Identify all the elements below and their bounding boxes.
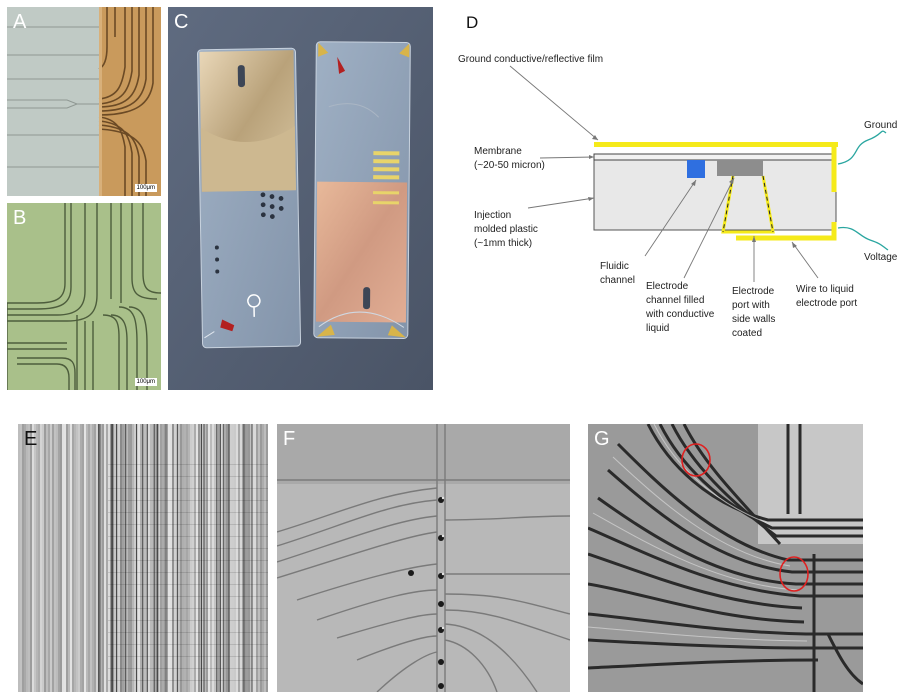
annotation-membrane-1: Membrane <box>474 146 522 157</box>
panel-a-image <box>7 7 161 196</box>
annotation-electrode-channel-2: channel filled <box>646 295 704 306</box>
annotation-electrode-port-1: Electrode <box>732 286 775 297</box>
ground-film <box>594 142 838 147</box>
annotation-injection-2: molded plastic <box>474 224 538 235</box>
panel-b-scale-bar: 100μm <box>134 378 157 386</box>
annotation-electrode-channel-4: liquid <box>646 323 669 334</box>
electrode-channel <box>717 160 763 176</box>
voltage-wire <box>837 226 889 251</box>
panel-c-image <box>168 7 433 390</box>
panel-d-schematic: D <box>440 0 899 400</box>
annotation-injection-3: (~1mm thick) <box>474 238 532 249</box>
panel-e-kymograph: E <box>18 424 268 692</box>
wire-to-port <box>736 222 837 241</box>
annotation-electrode-port-2: port with <box>732 300 770 311</box>
annotation-injection-1: Injection <box>474 210 511 221</box>
annotation-electrode-channel-1: Electrode <box>646 281 689 292</box>
annotation-wire-2: electrode port <box>796 298 857 309</box>
annotation-voltage: Voltage <box>864 252 898 263</box>
panel-a-label: A <box>13 11 27 33</box>
fluidic-channel <box>687 160 705 178</box>
panel-c-photo: C <box>168 7 433 390</box>
annotation-fluidic-1: Fluidic <box>600 261 629 272</box>
panel-d-label: D <box>466 13 478 32</box>
annotation-electrode-port-3: side walls <box>732 314 775 325</box>
panel-g-label: G <box>594 428 610 450</box>
ground-wire <box>837 130 887 165</box>
panel-c-label: C <box>174 11 189 33</box>
left-chip <box>196 47 302 349</box>
annotation-electrode-port-4: coated <box>732 328 762 339</box>
highlight-circle-top <box>681 443 711 477</box>
plastic-body <box>593 159 837 231</box>
panel-g-micrograph: G <box>588 424 863 692</box>
panel-b-label: B <box>13 207 27 229</box>
annotation-electrode-channel-3: with conductive <box>645 309 715 320</box>
annotation-fluidic-2: channel <box>600 275 635 286</box>
highlight-circle-middle <box>779 556 809 592</box>
panel-a-scale-bar: 100μm <box>134 184 157 192</box>
panel-d-diagram: D <box>458 13 898 339</box>
panel-f-label: F <box>283 428 296 450</box>
panel-a-micrograph: A 100μm <box>7 7 161 196</box>
panel-f-processed-image: F <box>277 424 570 692</box>
panel-f-image <box>277 424 570 692</box>
panel-b-micrograph: B 100μm <box>7 203 161 390</box>
panel-g-image <box>588 424 863 692</box>
panel-e-label: E <box>24 428 38 450</box>
panel-e-image <box>18 424 268 692</box>
membrane-layer <box>593 153 837 161</box>
annotation-wire-1: Wire to liquid <box>796 284 854 295</box>
panel-b-image <box>7 203 161 390</box>
annotation-membrane-2: (~20-50 micron) <box>474 160 545 171</box>
right-chip <box>313 41 411 339</box>
annotation-ground-film: Ground conductive/reflective film <box>458 54 603 65</box>
annotation-ground: Ground <box>864 120 897 131</box>
